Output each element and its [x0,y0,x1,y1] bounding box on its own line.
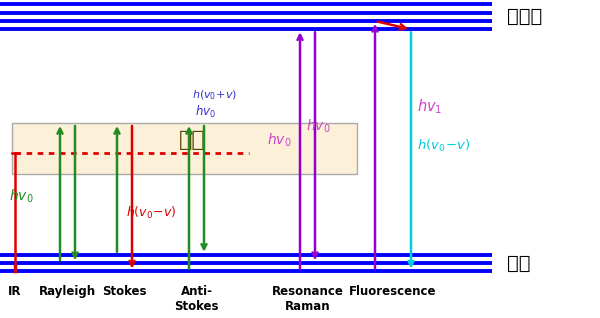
Text: $h(v_0\!+\!v)$: $h(v_0\!+\!v)$ [192,88,237,102]
Text: $h(v_0\!-\!v)$: $h(v_0\!-\!v)$ [126,204,176,221]
Text: $hv_0$: $hv_0$ [9,187,34,204]
Text: Resonance
Raman: Resonance Raman [272,286,343,314]
Text: 基态: 基态 [507,253,530,273]
Text: $hv_1$: $hv_1$ [417,97,442,116]
Bar [12,123,357,174]
Text: Fluorescence: Fluorescence [349,286,437,298]
Text: IR: IR [8,286,22,298]
Text: Stokes: Stokes [102,286,147,298]
Text: 虚态: 虚态 [179,130,205,150]
Text: $hv_0$: $hv_0$ [267,131,292,149]
Text: $hv_0$: $hv_0$ [195,104,216,120]
Text: $h(v_0\!-\!v)$: $h(v_0\!-\!v)$ [417,137,470,154]
Text: 激发态: 激发态 [507,7,542,26]
Text: Anti-
Stokes: Anti- Stokes [174,286,219,314]
Text: Rayleigh: Rayleigh [39,286,96,298]
Text: $hv_0$: $hv_0$ [306,117,331,135]
